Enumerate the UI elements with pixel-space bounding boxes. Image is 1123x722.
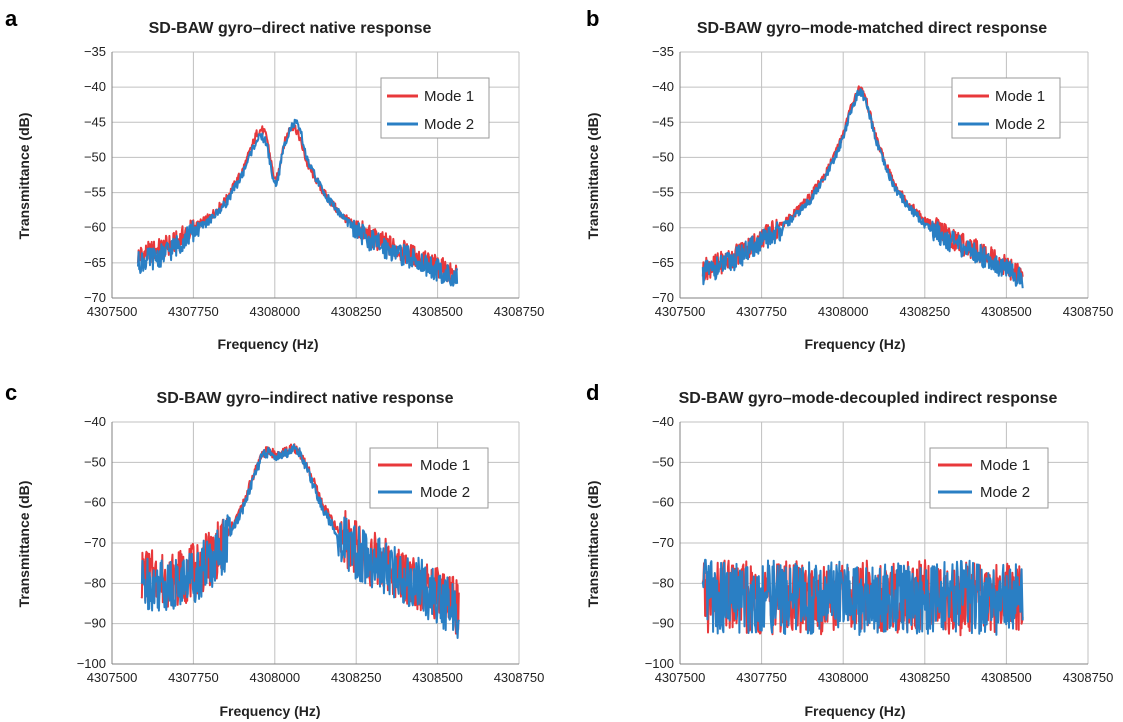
panel-d: d SD-BAW gyro–mode-decoupled indirect re…	[585, 380, 1113, 719]
legend: Mode 1 Mode 2	[369, 447, 489, 509]
panel-letter: d	[586, 380, 599, 405]
x-tick-label: 4308250	[899, 670, 950, 685]
legend-label-mode-1: Mode 1	[420, 457, 470, 474]
panel-letter: c	[5, 380, 17, 405]
x-tick-label: 4307500	[87, 304, 138, 319]
y-tick-label: −50	[84, 454, 106, 469]
panel-letter: a	[5, 6, 18, 31]
y-tick-label: −60	[652, 220, 674, 235]
series-line-mode-2	[701, 558, 1024, 636]
y-tick-label: −70	[84, 290, 106, 305]
y-tick-label: −90	[84, 616, 106, 631]
legend-label-mode-1: Mode 1	[424, 88, 474, 105]
x-axis-label: Frequency (Hz)	[804, 703, 905, 719]
y-axis-label: Transmittance (dB)	[585, 113, 601, 240]
y-tick-label: −65	[84, 255, 106, 270]
legend: Mode 1 Mode 2	[380, 77, 490, 139]
x-tick-label: 4308500	[412, 670, 463, 685]
y-tick-label: −100	[645, 656, 674, 671]
y-tick-label: −55	[652, 185, 674, 200]
x-tick-label: 4307750	[168, 304, 219, 319]
legend-box	[369, 447, 489, 509]
legend-label-mode-2: Mode 2	[424, 116, 474, 133]
y-tick-label: −50	[84, 149, 106, 164]
y-tick-label: −65	[652, 255, 674, 270]
plot-area: 4307500 4307750 4308000 4308250 4308500 43087…	[77, 414, 545, 685]
y-tick-label: −70	[652, 535, 674, 550]
y-tick-label: −80	[84, 575, 106, 590]
panel-a: a SD-BAW gyro–direct native response Fre…	[5, 6, 544, 352]
x-tick-label: 4308500	[412, 304, 463, 319]
y-tick-label: −40	[84, 414, 106, 429]
x-tick-label: 4307750	[168, 670, 219, 685]
chart-title: SD-BAW gyro–mode-matched direct response	[697, 20, 1047, 37]
y-tick-label: −50	[652, 149, 674, 164]
x-axis-label: Frequency (Hz)	[219, 703, 320, 719]
x-tick-label: 4308750	[494, 304, 545, 319]
y-tick-label: −45	[652, 114, 674, 129]
y-tick-label: −100	[77, 656, 106, 671]
panel-letter: b	[586, 6, 599, 31]
chart-title: SD-BAW gyro–indirect native response	[157, 390, 454, 407]
x-tick-label: 4308750	[1063, 304, 1114, 319]
legend-label-mode-1: Mode 1	[995, 88, 1045, 105]
y-tick-label: −35	[652, 44, 674, 59]
x-tick-label: 4308750	[494, 670, 545, 685]
x-axis-label: Frequency (Hz)	[217, 336, 318, 352]
legend: Mode 1 Mode 2	[929, 447, 1049, 509]
x-axis-label: Frequency (Hz)	[804, 336, 905, 352]
y-tick-label: −60	[84, 220, 106, 235]
y-tick-label: −60	[652, 495, 674, 510]
x-tick-label: 4307500	[655, 670, 706, 685]
y-tick-label: −55	[84, 185, 106, 200]
y-axis-label: Transmittance (dB)	[585, 481, 601, 608]
chart-title: SD-BAW gyro–direct native response	[149, 20, 432, 37]
x-tick-label: 4308250	[331, 670, 382, 685]
x-tick-label: 4308000	[249, 670, 300, 685]
x-tick-label: 4308500	[981, 304, 1032, 319]
x-tick-label: 4308250	[899, 304, 950, 319]
series-line-mode-2	[701, 88, 1024, 289]
legend-label-mode-2: Mode 2	[420, 484, 470, 501]
x-tick-label: 4307500	[87, 670, 138, 685]
x-tick-label: 4308500	[981, 670, 1032, 685]
x-tick-label: 4307750	[736, 670, 787, 685]
panel-b: b SD-BAW gyro–mode-matched direct respon…	[585, 6, 1113, 352]
y-tick-label: −40	[652, 414, 674, 429]
x-tick-label: 4308750	[1063, 670, 1114, 685]
y-tick-label: −40	[652, 79, 674, 94]
x-tick-label: 4308000	[818, 670, 869, 685]
x-tick-label: 4308000	[249, 304, 300, 319]
x-tick-label: 4308000	[818, 304, 869, 319]
legend-box	[951, 77, 1061, 139]
x-tick-label: 4307750	[736, 304, 787, 319]
series-line-mode-2	[140, 443, 460, 639]
y-tick-label: −50	[652, 454, 674, 469]
series-line-mode-2	[137, 118, 459, 287]
legend-label-mode-1: Mode 1	[980, 457, 1030, 474]
y-tick-label: −70	[84, 535, 106, 550]
legend-label-mode-2: Mode 2	[980, 484, 1030, 501]
chart-title: SD-BAW gyro–mode-decoupled indirect resp…	[679, 390, 1058, 407]
y-tick-label: −45	[84, 114, 106, 129]
legend: Mode 1 Mode 2	[951, 77, 1061, 139]
legend-box	[380, 77, 490, 139]
plot-area: 4307500 4307750 4308000 4308250 4308500 43087…	[652, 44, 1113, 319]
panel-c: c SD-BAW gyro–indirect native response F…	[5, 380, 544, 719]
legend-label-mode-2: Mode 2	[995, 116, 1045, 133]
x-tick-label: 4307500	[655, 304, 706, 319]
y-tick-label: −80	[652, 575, 674, 590]
y-tick-label: −70	[652, 290, 674, 305]
y-tick-label: −35	[84, 44, 106, 59]
y-tick-label: −40	[84, 79, 106, 94]
legend-box	[929, 447, 1049, 509]
y-axis-label: Transmittance (dB)	[16, 481, 32, 608]
y-tick-label: −90	[652, 616, 674, 631]
y-tick-label: −60	[84, 495, 106, 510]
x-tick-label: 4308250	[331, 304, 382, 319]
y-axis-label: Transmittance (dB)	[16, 113, 32, 240]
